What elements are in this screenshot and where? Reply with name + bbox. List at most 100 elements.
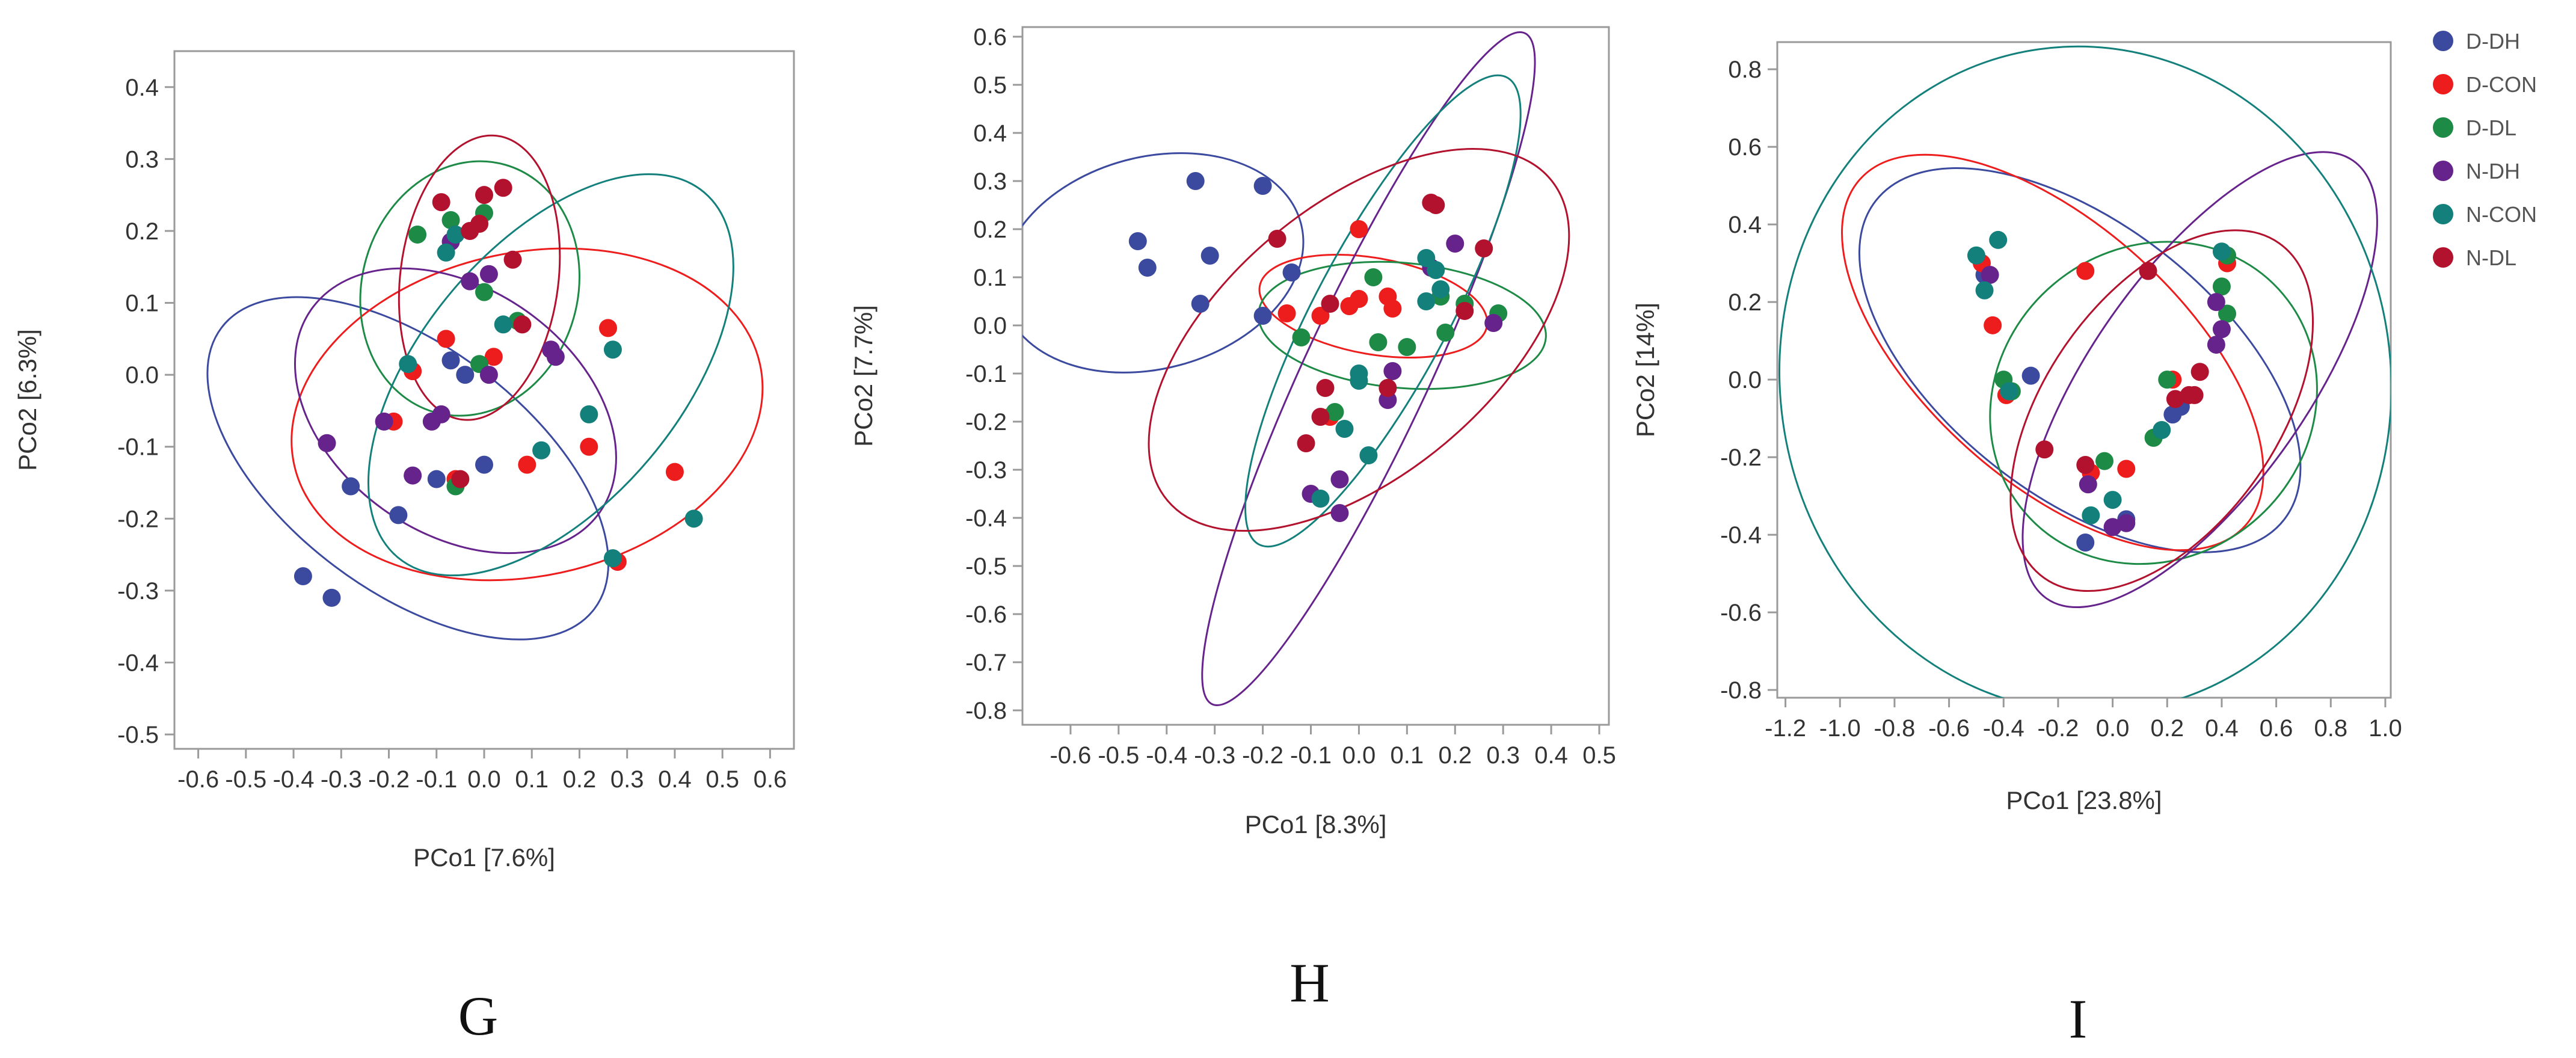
y-tick-label: 0.1	[973, 265, 1007, 291]
x-tick-label: -0.6	[1928, 715, 1970, 742]
x-tick-label: 0.3	[610, 766, 644, 793]
point-n-dl	[1379, 379, 1397, 397]
y-tick-label: -0.8	[1720, 677, 1762, 704]
point-d-dh	[1253, 177, 1272, 195]
point-n-dh	[2207, 336, 2225, 354]
panel-letter: G	[458, 985, 498, 1047]
x-tick-label: -0.6	[1050, 742, 1091, 769]
x-tick-label: -1.2	[1765, 715, 1806, 742]
point-n-dl	[1321, 295, 1339, 313]
point-n-dh	[2079, 475, 2097, 494]
x-tick-label: -0.1	[416, 766, 457, 793]
legend-label-d-dh: D-DH	[2466, 29, 2520, 54]
data-points	[294, 179, 703, 607]
point-d-con	[518, 455, 536, 474]
x-tick-label: -0.2	[368, 766, 410, 793]
ellipse-d-dh	[1858, 167, 2302, 553]
plot-frame	[1776, 41, 2392, 699]
point-n-con	[494, 315, 512, 334]
data-points	[1967, 230, 2236, 552]
point-d-dh	[1191, 295, 1210, 313]
x-tick-label: -1.0	[1819, 715, 1861, 742]
point-d-dl	[1369, 333, 1388, 351]
point-n-dl	[1311, 408, 1330, 426]
x-tick-label: -0.4	[273, 766, 315, 793]
legend-label-n-con: N-CON	[2466, 202, 2537, 227]
point-n-dh	[546, 348, 565, 366]
point-d-dl	[1436, 324, 1455, 342]
data-points	[1128, 172, 1508, 522]
x-tick-label: 0.1	[515, 766, 549, 793]
y-tick-label: 0.4	[1728, 212, 1762, 238]
point-d-dh	[1186, 172, 1205, 190]
x-tick-label: 0.4	[2205, 715, 2239, 742]
x-tick-label: 0.6	[754, 766, 787, 793]
point-n-con	[1967, 246, 1985, 265]
point-n-dl	[2139, 262, 2157, 280]
point-n-dl	[1316, 379, 1335, 397]
y-tick-label: 0.5	[973, 72, 1007, 99]
y-tick-label: 0.6	[973, 24, 1007, 51]
point-n-dl	[1427, 196, 1445, 214]
y-tick-label: -0.1	[117, 434, 159, 461]
point-n-con	[1311, 490, 1330, 508]
x-tick-label: -0.8	[1874, 715, 1915, 742]
point-n-dl	[2180, 386, 2198, 404]
ellipse-n-dh	[294, 267, 617, 555]
y-tick-label: 0.4	[125, 75, 159, 101]
x-tick-label: -0.3	[1194, 742, 1235, 769]
point-n-dh	[2117, 514, 2136, 532]
point-n-dl	[475, 186, 493, 205]
point-n-dl	[2166, 390, 2184, 408]
x-tick-label: -0.2	[1242, 742, 1283, 769]
panel-h: -0.6 -0.5 -0.4 -0.3 -0.2 -0.1 0.0 0.1 0.2 0.3 0.4 0…	[849, 24, 1616, 1013]
y-tick-label: -0.2	[117, 506, 159, 532]
point-n-dh	[479, 265, 498, 283]
point-d-dl	[1398, 338, 1416, 356]
confidence-ellipses	[1022, 31, 1570, 706]
point-d-dh	[441, 351, 460, 370]
point-n-con	[684, 509, 703, 528]
point-n-dl	[1297, 434, 1315, 452]
point-n-dl	[1456, 302, 1474, 320]
legend-marker-n-dh	[2433, 161, 2453, 181]
x-tick-label: -0.5	[225, 766, 266, 793]
y-tick-label: 0.0	[1728, 367, 1762, 393]
ellipse-n-con	[1778, 45, 2391, 698]
point-n-con	[399, 355, 417, 374]
y-tick-label: 0.3	[973, 168, 1007, 195]
panel-i: -1.2 -1.0 -0.8 -0.6 -0.4 -0.2 0.0 0.2 0.4 0.6 0.8 1…	[1631, 41, 2402, 1050]
x-tick-label: -0.5	[1098, 742, 1139, 769]
x-tick-label: 0.2	[1438, 742, 1472, 769]
point-n-dh	[2212, 320, 2231, 339]
point-n-con	[446, 225, 465, 244]
point-n-con	[437, 243, 455, 262]
ellipse-n-con	[367, 173, 734, 577]
x-tick-label: 0.5	[1582, 742, 1616, 769]
point-d-dh	[2076, 534, 2095, 552]
x-axis-title: PCo1 [8.3%]	[1245, 810, 1387, 838]
point-n-dh	[461, 272, 479, 291]
point-d-dl	[408, 225, 427, 244]
point-n-con	[2212, 242, 2231, 261]
y-axis-title: PCo2 [14%]	[1631, 303, 1659, 437]
point-d-con	[484, 348, 503, 366]
ellipse-n-dh	[2021, 151, 2378, 609]
point-n-dh	[375, 412, 393, 431]
point-d-dh	[456, 366, 475, 384]
point-d-dh	[427, 470, 446, 488]
point-n-dh	[1330, 470, 1349, 488]
point-d-dl	[2095, 452, 2113, 470]
y-tick-label: -0.3	[117, 578, 159, 604]
y-tick-label: -0.6	[1720, 600, 1762, 626]
y-tick-label: -0.4	[117, 650, 159, 676]
point-n-con	[603, 340, 622, 359]
point-d-dh	[1128, 232, 1147, 250]
x-tick-label: 0.1	[1391, 742, 1424, 769]
point-n-dl	[1268, 230, 1286, 248]
point-n-con	[1427, 261, 1445, 279]
x-tick-label: -0.4	[1146, 742, 1187, 769]
legend-label-n-dl: N-DL	[2466, 245, 2516, 270]
legend: D-DH D-CON D-DL N-DH N-CON N-DL	[2433, 29, 2537, 270]
